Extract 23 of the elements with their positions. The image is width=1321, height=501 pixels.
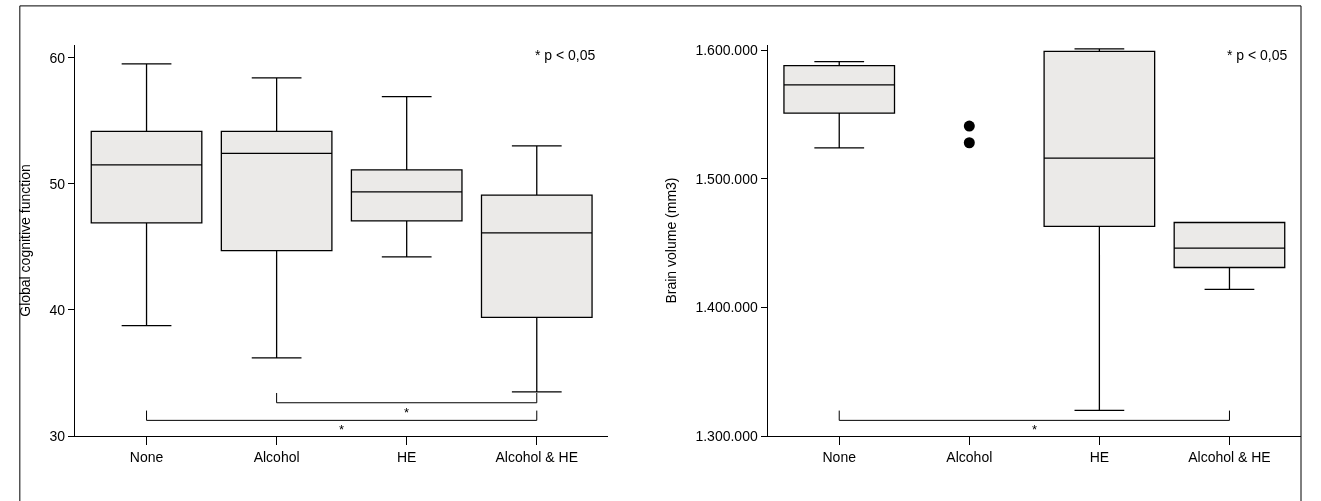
- y-tick-label: 1.300.000: [695, 427, 758, 444]
- x-tick-label: HE: [396, 448, 417, 465]
- y-tick-label: 60: [49, 49, 66, 66]
- x-tick-label: Alcohol & HE: [1188, 448, 1271, 465]
- x-tick-label: None: [822, 448, 857, 465]
- y-tick-label: 1.500.000: [695, 170, 758, 187]
- x-tick-label: HE: [1089, 448, 1110, 465]
- x-tick-label: Alcohol & HE: [495, 448, 579, 465]
- y-axis-title: Brain volume (mm3): [663, 177, 680, 304]
- y-axis-title: Global cognitive function: [17, 164, 34, 317]
- annotation: * p < 0,05: [535, 47, 596, 63]
- annotation: *: [1032, 422, 1038, 437]
- y-tick-label: 40: [49, 301, 66, 318]
- y-tick-label: 1.400.000: [695, 299, 758, 316]
- x-tick-label: None: [129, 448, 164, 465]
- y-tick-label: 1.600.000: [695, 42, 758, 59]
- x-tick-label: Alcohol: [946, 448, 993, 465]
- annotation: *: [404, 405, 410, 420]
- annotation: *: [339, 422, 345, 437]
- x-tick-label: Alcohol: [253, 448, 300, 465]
- annotation: * p < 0,05: [1227, 47, 1288, 63]
- y-tick-label: 50: [49, 175, 66, 192]
- y-tick-label: 30: [49, 427, 66, 444]
